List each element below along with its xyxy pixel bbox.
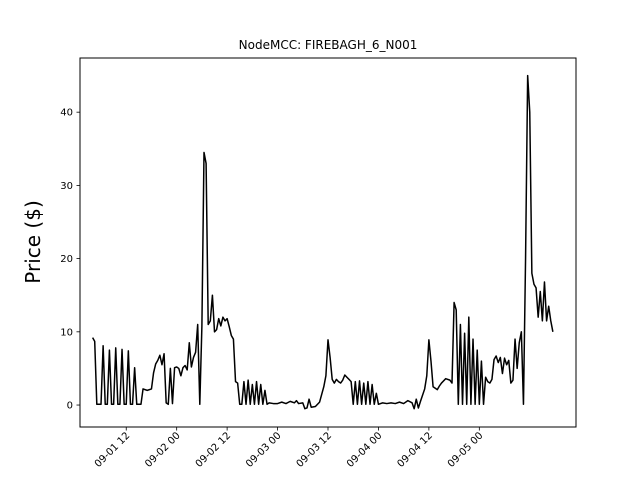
x-tick-label: 09-03 00 <box>244 430 284 470</box>
x-tick-label: 09-04 12 <box>395 430 435 470</box>
y-axis-label: Price ($) <box>21 200 45 283</box>
x-tick-label: 09-04 00 <box>345 430 385 470</box>
x-tick-label: 09-02 00 <box>143 430 183 470</box>
x-axis: 09-01 12 09-02 00 09-02 12 09-03 00 09-03 12… <box>93 427 486 470</box>
y-tick-label: 20 <box>60 254 73 265</box>
x-tick-label: 09-05 00 <box>446 430 486 470</box>
y-tick-label: 0 <box>67 401 73 412</box>
x-tick-label: 09-03 12 <box>295 430 335 470</box>
y-tick-label: 10 <box>60 327 73 338</box>
y-axis: 0 10 20 30 40 <box>60 108 80 412</box>
x-tick-label: 09-01 12 <box>93 430 133 470</box>
y-tick-label: 30 <box>60 181 73 192</box>
price-series-line <box>91 74 554 410</box>
chart-title: NodeMCC: FIREBAGH_6_N001 <box>239 38 418 52</box>
plot-frame <box>79 57 577 428</box>
series-layer <box>91 74 554 410</box>
x-tick-label: 09-02 12 <box>194 430 234 470</box>
y-tick-label: 40 <box>60 108 73 119</box>
